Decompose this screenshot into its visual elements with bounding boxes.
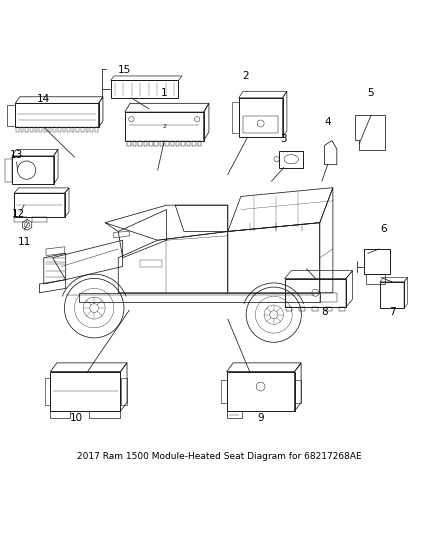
Text: 10: 10 bbox=[70, 413, 83, 423]
Text: 9: 9 bbox=[257, 413, 264, 423]
Text: 14: 14 bbox=[37, 94, 50, 104]
Text: 1: 1 bbox=[161, 88, 168, 99]
Text: 4: 4 bbox=[324, 117, 331, 127]
Text: 6: 6 bbox=[380, 224, 387, 235]
Text: 2: 2 bbox=[242, 71, 249, 81]
Text: 13: 13 bbox=[10, 150, 23, 160]
Text: 11: 11 bbox=[18, 237, 31, 247]
Text: 15: 15 bbox=[118, 65, 131, 75]
Text: 3: 3 bbox=[280, 134, 287, 144]
Text: 5: 5 bbox=[367, 88, 374, 99]
Text: 2: 2 bbox=[162, 124, 166, 129]
Text: 8: 8 bbox=[321, 308, 328, 318]
Text: 2017 Ram 1500 Module-Heated Seat Diagram for 68217268AE: 2017 Ram 1500 Module-Heated Seat Diagram… bbox=[77, 453, 361, 462]
Text: 7: 7 bbox=[389, 308, 396, 318]
Text: 12: 12 bbox=[12, 209, 25, 219]
